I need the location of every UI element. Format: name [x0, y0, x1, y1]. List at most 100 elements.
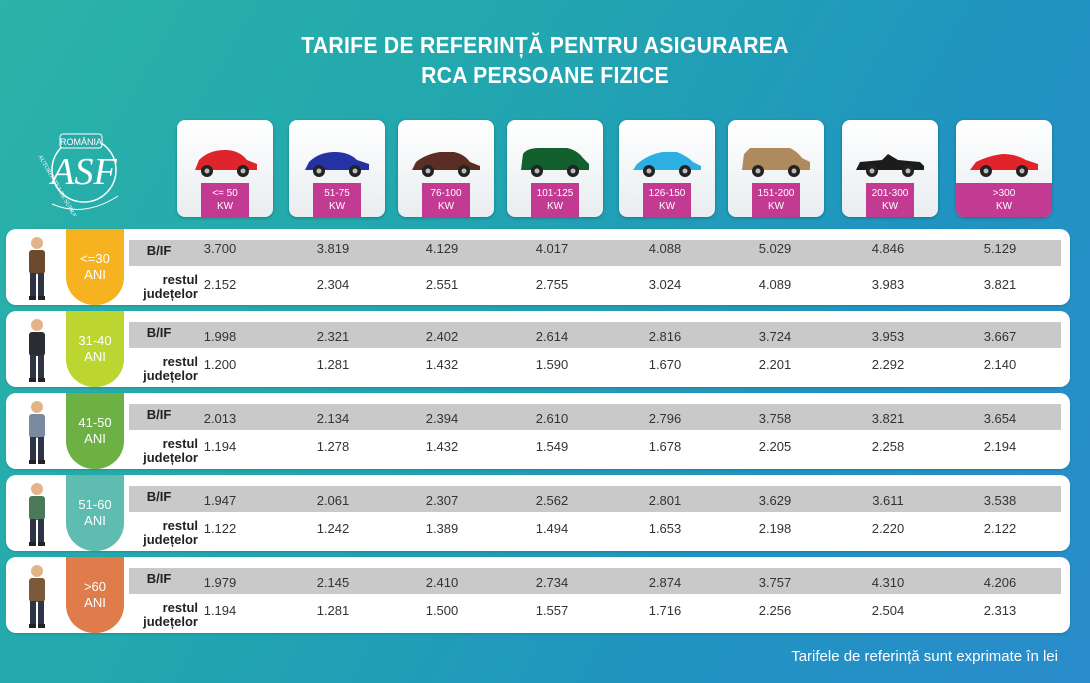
rest-label-line-1: restul — [162, 600, 198, 615]
logo-top-text: ROMÂNIA — [60, 137, 102, 147]
kw-unit: KW — [437, 201, 455, 212]
rest-value: 1.194 — [203, 603, 237, 618]
rest-value: 2.256 — [758, 603, 792, 618]
rest-value: 2.220 — [871, 521, 905, 536]
bif-label: B/IF — [146, 243, 172, 258]
bif-value: 3.700 — [203, 241, 237, 256]
title-line-2: RCA PERSOANE FIZICE — [421, 62, 669, 88]
bif-value: 2.614 — [535, 329, 569, 344]
car-card: 151-200 KW — [728, 120, 824, 217]
rest-value: 2.140 — [983, 357, 1017, 372]
kw-unit: KW — [995, 201, 1013, 212]
rest-value: 1.281 — [316, 357, 350, 372]
person-icon — [29, 565, 45, 628]
kw-unit: KW — [216, 201, 234, 212]
kw-range: 101-125 — [536, 188, 574, 199]
rest-value: 2.152 — [203, 277, 237, 292]
person-icon — [29, 319, 45, 382]
bif-value: 4.310 — [871, 575, 905, 590]
age-range: >60 — [83, 579, 107, 594]
bif-value: 3.654 — [983, 411, 1017, 426]
bif-value: 1.979 — [203, 575, 237, 590]
age-range: 41-50 — [78, 415, 112, 430]
rest-value: 2.551 — [425, 277, 459, 292]
age-unit: ANI — [84, 431, 106, 446]
bif-value: 4.088 — [648, 241, 682, 256]
rest-value: 1.653 — [648, 521, 682, 536]
car-icon — [195, 150, 257, 177]
kw-badge: 51-75 KW — [313, 183, 361, 217]
rest-value: 2.292 — [871, 357, 905, 372]
rest-value: 2.205 — [758, 439, 792, 454]
person-icon — [29, 483, 45, 546]
car-icon — [856, 154, 924, 177]
kw-range: 201-300 — [871, 188, 909, 199]
bif-label: B/IF — [146, 571, 172, 586]
kw-badge: 101-125 KW — [531, 183, 579, 217]
rest-value: 3.983 — [871, 277, 905, 292]
rest-value: 1.500 — [425, 603, 459, 618]
bif-value: 2.394 — [425, 411, 459, 426]
bif-value: 2.796 — [648, 411, 682, 426]
rest-label-line-2: județelor — [143, 450, 198, 465]
bif-value: 1.998 — [203, 329, 237, 344]
rest-value: 1.242 — [316, 521, 350, 536]
rest-label: restul județelor — [124, 601, 198, 629]
car-card: 201-300 KW — [842, 120, 938, 217]
rest-label-line-1: restul — [162, 354, 198, 369]
bif-value: 4.129 — [425, 241, 459, 256]
age-range: <=30 — [80, 251, 110, 266]
rest-value: 3.024 — [648, 277, 682, 292]
rest-value: 1.122 — [203, 521, 237, 536]
car-card: 76-100 KW — [398, 120, 494, 217]
bif-value: 3.757 — [758, 575, 792, 590]
car-card: >300 KW — [956, 120, 1052, 217]
car-card: <= 50 KW — [177, 120, 273, 217]
kw-range: <= 50 — [212, 188, 238, 199]
rest-value: 1.549 — [535, 439, 569, 454]
car-icon — [305, 152, 369, 177]
kw-badge: 76-100 KW — [422, 183, 470, 217]
kw-unit: KW — [767, 201, 785, 212]
rest-label: restul județelor — [124, 355, 198, 383]
age-badge: 31-40 ANI — [66, 311, 124, 387]
bif-value: 2.145 — [316, 575, 350, 590]
age-badge: >60 ANI — [66, 557, 124, 633]
age-badge: <=30 ANI — [66, 229, 124, 305]
rest-label-line-1: restul — [162, 272, 198, 287]
bif-value: 2.734 — [535, 575, 569, 590]
rest-value: 1.278 — [316, 439, 350, 454]
bif-value: 3.819 — [316, 241, 350, 256]
bif-value: 3.953 — [871, 329, 905, 344]
bif-value: 2.610 — [535, 411, 569, 426]
age-range: 51-60 — [78, 497, 112, 512]
bif-label: B/IF — [146, 407, 172, 422]
rest-value: 1.200 — [203, 357, 237, 372]
car-card: 126-150 KW — [619, 120, 715, 217]
rest-label-line-2: județelor — [143, 286, 198, 301]
bif-value: 2.816 — [648, 329, 682, 344]
kw-badge: <= 50 KW — [201, 183, 249, 217]
rest-label-line-1: restul — [162, 436, 198, 451]
rest-label-line-1: restul — [162, 518, 198, 533]
rest-value: 2.504 — [871, 603, 905, 618]
kw-range: 51-75 — [324, 188, 350, 199]
rest-value: 1.494 — [535, 521, 569, 536]
bif-value: 3.667 — [983, 329, 1017, 344]
bif-value: 2.874 — [648, 575, 682, 590]
rest-label: restul județelor — [124, 273, 198, 301]
bif-stripe — [129, 568, 1061, 594]
kw-range: 151-200 — [757, 188, 795, 199]
bif-value: 2.410 — [425, 575, 459, 590]
person-icon — [29, 401, 45, 464]
bif-stripe — [129, 240, 1061, 266]
bif-value: 3.611 — [872, 493, 904, 508]
title-line-1: TARIFE DE REFERINȚĂ PENTRU ASIGURAREA — [301, 32, 789, 58]
rest-value: 2.304 — [316, 277, 350, 292]
bif-value: 3.758 — [758, 411, 792, 426]
age-group-row: 41-50 ANI B/IF restul județelor 2.013 2.1… — [6, 393, 1070, 469]
footer-note: Tarifele de referință sunt exprimate în … — [791, 648, 1058, 665]
kw-unit: KW — [546, 201, 564, 212]
rest-label: restul județelor — [124, 437, 198, 465]
bif-value: 3.821 — [871, 411, 905, 426]
